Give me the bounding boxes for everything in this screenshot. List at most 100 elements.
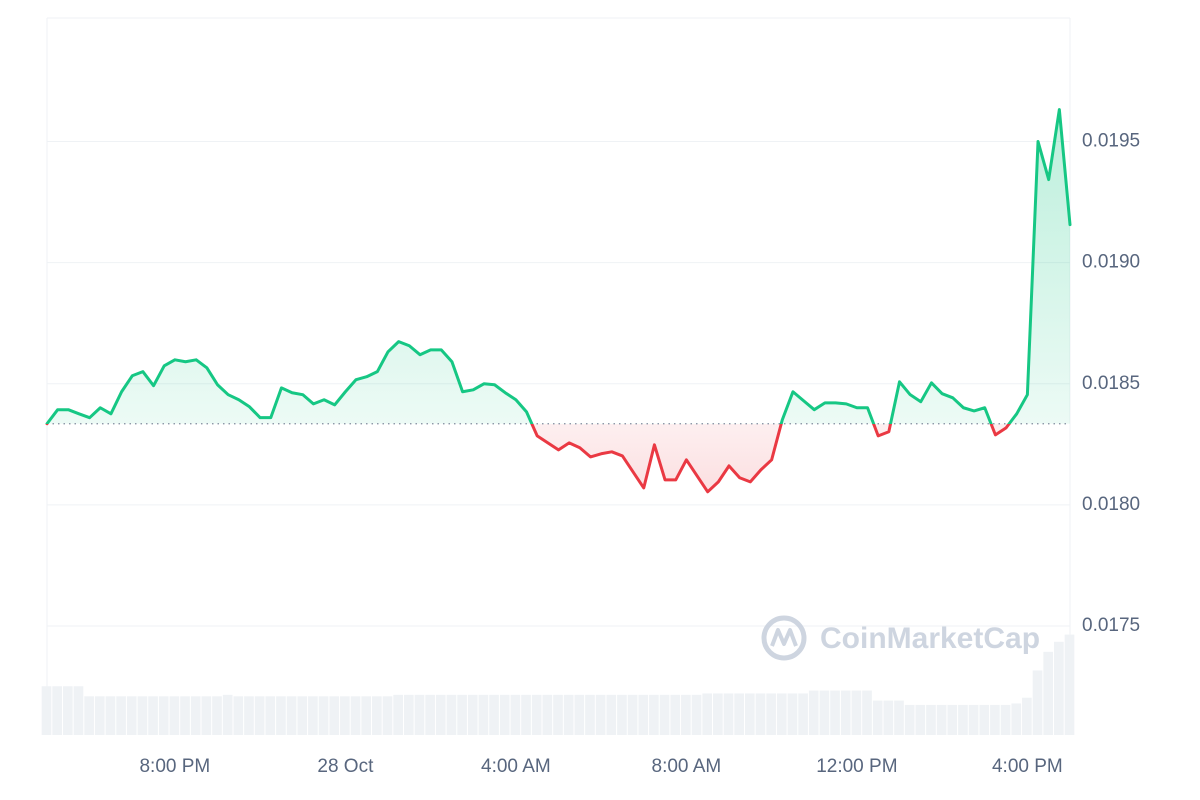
volume-bar: [776, 693, 787, 735]
volume-bar: [787, 693, 798, 735]
volume-bar: [244, 696, 254, 735]
volume-bar: [990, 704, 1000, 735]
volume-bar: [510, 694, 521, 735]
watermark: CoinMarketCap: [761, 615, 1040, 661]
volume-bar: [606, 694, 617, 735]
volume-bar: [819, 690, 830, 735]
volume-bar: [617, 694, 627, 735]
volume-bar: [894, 700, 904, 735]
x-tick-label: 8:00 PM: [139, 756, 210, 777]
volume-bar: [393, 694, 403, 735]
volume-bar: [659, 694, 670, 735]
volume-bar: [457, 694, 467, 735]
volume-bar: [105, 696, 116, 735]
volume-bar: [563, 694, 574, 735]
volume-bar: [1022, 697, 1032, 735]
y-tick-label: 0.0180: [1082, 494, 1140, 515]
volume-bar: [489, 694, 499, 735]
volume-bar: [425, 694, 435, 735]
volume-bar: [329, 696, 340, 735]
volume-bar: [936, 704, 947, 735]
volume-bar: [766, 693, 776, 735]
volume-bar: [276, 696, 286, 735]
volume-bar: [297, 696, 308, 735]
y-tick-label: 0.0195: [1082, 131, 1140, 152]
volume-bar: [531, 694, 542, 735]
x-tick-label: 4:00 AM: [481, 756, 551, 777]
volume-bar: [52, 686, 62, 735]
volume-bar: [830, 690, 840, 735]
volume-bar: [585, 694, 595, 735]
volume-bar: [1000, 704, 1011, 735]
volume-bar: [73, 686, 84, 735]
volume-bar: [148, 696, 158, 735]
volume-bar: [1064, 634, 1075, 735]
volume-bar: [851, 690, 862, 735]
volume-bar: [116, 696, 126, 735]
volume-bar: [340, 696, 350, 735]
volume-bar: [670, 694, 681, 735]
volume-bar: [574, 694, 585, 735]
volume-bar: [169, 696, 180, 735]
volume-bar: [137, 696, 148, 735]
volume-bar: [649, 694, 659, 735]
watermark-logo: [761, 615, 807, 661]
volume-bar: [41, 686, 52, 735]
volume-bar: [499, 694, 510, 735]
x-tick-label: 12:00 PM: [816, 756, 897, 777]
volume-bar: [318, 696, 329, 735]
volume-bar: [158, 696, 169, 735]
volume-bar: [968, 704, 979, 735]
volume-bar: [734, 693, 744, 735]
volume-bar: [201, 696, 212, 735]
volume-bar: [926, 704, 936, 735]
volume-bar: [521, 694, 531, 735]
volume-bar: [947, 704, 958, 735]
volume-bar: [62, 686, 73, 735]
volume-bar: [94, 696, 105, 735]
volume-bar: [691, 694, 702, 735]
volume-bar: [553, 694, 563, 735]
x-tick-label: 28 Oct: [317, 756, 374, 777]
price-line: [45, 108, 1072, 494]
volume-bar: [478, 694, 489, 735]
watermark-logo-mark: [770, 628, 798, 647]
volume-bar: [361, 696, 372, 735]
volume-bar: [467, 694, 478, 735]
y-tick-label: 0.0185: [1082, 373, 1140, 394]
volume-bar: [403, 694, 414, 735]
volume-bar: [435, 694, 446, 735]
volume-bar: [627, 694, 638, 735]
volume-bar: [744, 693, 755, 735]
volume-bar: [1054, 641, 1064, 735]
volume-bar: [222, 694, 233, 735]
area-fill: [47, 109, 1070, 492]
volume-bar: [286, 696, 297, 735]
volume-bar: [254, 696, 265, 735]
volume-bar: [84, 696, 94, 735]
volume-bar: [755, 693, 766, 735]
volume-bar: [681, 694, 691, 735]
volume-bar: [702, 693, 713, 735]
volume-bar: [212, 696, 222, 735]
x-tick-label: 4:00 PM: [992, 756, 1063, 777]
volume-bar: [713, 693, 723, 735]
volume-bar: [840, 690, 851, 735]
volume-bar: [1032, 670, 1043, 735]
volume-bar: [414, 694, 425, 735]
volume-bar: [542, 694, 553, 735]
volume-bar: [233, 696, 244, 735]
volume-bar: [350, 696, 361, 735]
volume-bar: [798, 693, 808, 735]
volume-bar: [446, 694, 457, 735]
volume-bar: [265, 696, 276, 735]
volume-bar: [595, 694, 606, 735]
volume-bar: [862, 690, 872, 735]
volume-bar: [1043, 651, 1054, 735]
volume-bar: [382, 696, 393, 735]
volume-bar: [180, 696, 190, 735]
volume-bar: [958, 704, 968, 735]
volume-bar: [372, 696, 382, 735]
volume-bar: [808, 690, 819, 735]
